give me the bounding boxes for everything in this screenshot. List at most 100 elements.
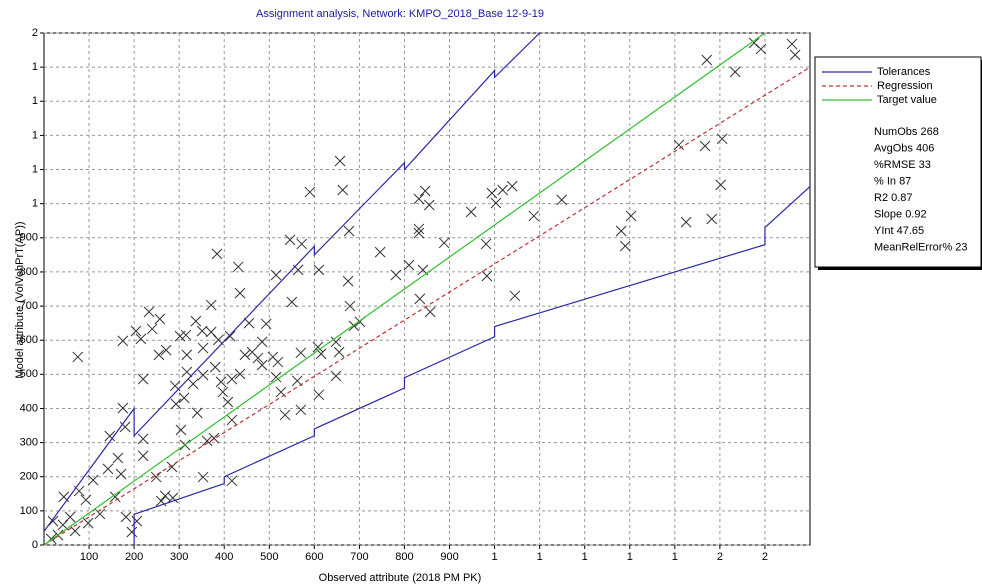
data-point	[217, 386, 229, 398]
data-point	[344, 300, 356, 312]
x-axis-label: Observed attribute (2018 PM PK)	[319, 572, 482, 584]
data-point	[304, 186, 316, 198]
data-point	[222, 396, 234, 408]
y-tick-label: 400	[20, 402, 38, 414]
series-line	[44, 66, 810, 545]
x-tick-label: 400	[215, 551, 233, 563]
x-tick-label: 600	[305, 551, 323, 563]
data-point	[342, 275, 354, 287]
data-point	[112, 452, 124, 464]
x-tick-label: 1	[537, 551, 543, 563]
stat-line: AvgObs 406	[874, 142, 934, 154]
data-point	[291, 375, 303, 387]
stat-line: %RMSE 33	[874, 159, 931, 171]
data-point	[270, 269, 282, 281]
y-tick-label: 600	[20, 334, 38, 346]
y-tick-label: 1	[32, 198, 38, 210]
data-point	[115, 468, 127, 480]
series-line	[133, 186, 810, 545]
data-point	[715, 179, 727, 191]
data-point	[197, 471, 209, 483]
data-point	[120, 511, 132, 523]
data-point	[239, 349, 251, 361]
y-axis-label: Model attribute (VolVehPrT(AP))	[14, 221, 26, 378]
data-point	[390, 269, 402, 281]
data-point	[403, 259, 415, 271]
data-point	[786, 38, 798, 50]
data-point	[423, 199, 435, 211]
data-point	[205, 299, 217, 311]
data-point	[334, 155, 346, 167]
chart-title: Assignment analysis, Network: KMPO_2018_…	[256, 8, 544, 20]
data-point	[143, 306, 155, 318]
x-tick-label: 200	[125, 551, 143, 563]
data-point	[284, 234, 296, 246]
data-point	[196, 325, 208, 337]
data-point	[272, 356, 284, 368]
stat-line: YInt 47.65	[874, 225, 924, 237]
x-tick-label: 900	[440, 551, 458, 563]
data-point	[191, 407, 203, 419]
y-tick-label: 1	[32, 61, 38, 73]
data-point	[706, 213, 718, 225]
data-point	[480, 238, 492, 250]
data-point	[211, 248, 223, 260]
data-point	[104, 430, 116, 442]
data-point	[137, 450, 149, 462]
data-point	[270, 371, 282, 383]
legend-label: Tolerances	[877, 66, 931, 78]
data-point	[424, 306, 436, 318]
y-tick-label: 0	[32, 539, 38, 551]
data-point	[130, 325, 142, 337]
data-point	[343, 225, 355, 237]
y-tick-label: 200	[20, 471, 38, 483]
y-tick-label: 900	[20, 232, 38, 244]
x-tick-label: 1	[582, 551, 588, 563]
data-point	[337, 184, 349, 196]
data-point	[481, 270, 493, 282]
data-point	[497, 184, 509, 196]
data-point	[374, 246, 386, 258]
data-point	[64, 511, 76, 523]
stat-line: % In 87	[874, 175, 911, 187]
data-point	[119, 421, 131, 433]
x-tick-label: 2	[717, 551, 723, 563]
data-point	[109, 491, 121, 503]
data-point	[87, 474, 99, 486]
data-point	[181, 349, 193, 361]
data-point	[509, 290, 521, 302]
series-line	[44, 33, 766, 545]
data-point	[224, 330, 236, 342]
data-point	[729, 66, 741, 78]
y-tick-label: 1	[32, 95, 38, 107]
data-point	[755, 43, 767, 55]
data-point	[673, 139, 685, 151]
data-point	[680, 216, 692, 228]
legend-label: Target value	[877, 94, 937, 106]
data-point	[556, 194, 568, 206]
data-point	[414, 293, 426, 305]
y-tick-label: 1	[32, 129, 38, 141]
data-point	[419, 185, 431, 197]
data-point	[256, 359, 268, 371]
data-point	[117, 335, 129, 347]
data-point	[170, 398, 182, 410]
data-point	[174, 330, 186, 342]
data-point	[701, 54, 713, 66]
y-tick-label: 1	[32, 163, 38, 175]
stat-line: NumObs 268	[874, 126, 939, 138]
data-point	[279, 409, 291, 421]
data-point	[226, 414, 238, 426]
x-tick-label: 300	[170, 551, 188, 563]
data-point	[625, 210, 637, 222]
data-point	[789, 49, 801, 61]
data-point	[295, 404, 307, 416]
data-point	[187, 378, 199, 390]
data-point	[159, 490, 171, 502]
x-tick-label: 800	[395, 551, 413, 563]
data-point	[135, 333, 147, 345]
y-tick-label: 100	[20, 505, 38, 517]
data-point	[197, 342, 209, 354]
legend-label: Regression	[877, 80, 933, 92]
